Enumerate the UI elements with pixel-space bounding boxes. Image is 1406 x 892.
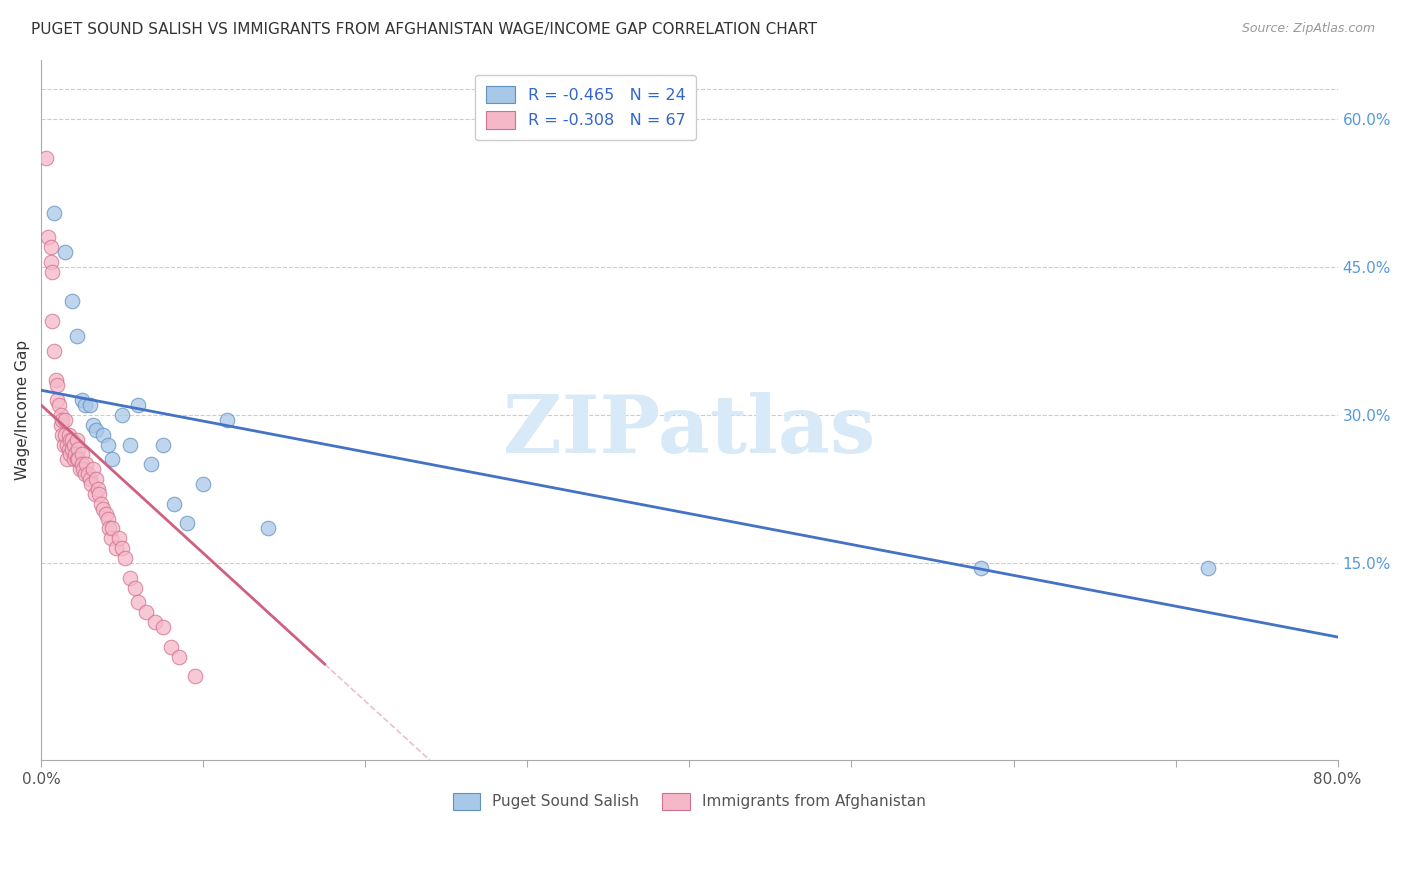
Point — [124, 581, 146, 595]
Point — [35, 151, 58, 165]
Point — [73, 467, 96, 482]
Point — [70, 457, 93, 471]
Point — [84, 472, 107, 486]
Point — [56, 437, 79, 451]
Point — [91, 427, 114, 442]
Point — [59, 433, 82, 447]
Text: Source: ZipAtlas.com: Source: ZipAtlas.com — [1241, 22, 1375, 36]
Point — [82, 462, 104, 476]
Point — [90, 497, 112, 511]
Point — [56, 452, 79, 467]
Point — [76, 457, 98, 471]
Point — [37, 230, 59, 244]
Point — [39, 255, 62, 269]
Point — [41, 314, 63, 328]
Point — [127, 398, 149, 412]
Point — [46, 378, 69, 392]
Point — [141, 457, 163, 471]
Point — [62, 437, 84, 451]
Point — [60, 442, 83, 457]
Point — [94, 507, 117, 521]
Point — [58, 427, 80, 442]
Point — [84, 423, 107, 437]
Point — [67, 442, 90, 457]
Point — [83, 487, 105, 501]
Point — [217, 413, 239, 427]
Point — [101, 521, 124, 535]
Point — [79, 472, 101, 486]
Point — [100, 531, 122, 545]
Point — [58, 442, 80, 457]
Point — [193, 477, 215, 491]
Point — [70, 447, 93, 461]
Point — [51, 427, 73, 442]
Point — [59, 447, 82, 461]
Point — [127, 595, 149, 609]
Point — [184, 669, 207, 683]
Point — [96, 437, 118, 451]
Point — [66, 329, 89, 343]
Point — [46, 393, 69, 408]
Point — [98, 521, 121, 535]
Text: PUGET SOUND SALISH VS IMMIGRANTS FROM AFGHANISTAN WAGE/INCOME GAP CORRELATION CH: PUGET SOUND SALISH VS IMMIGRANTS FROM AF… — [31, 22, 817, 37]
Point — [48, 398, 70, 412]
Point — [66, 452, 89, 467]
Point — [62, 452, 84, 467]
Point — [91, 501, 114, 516]
Point — [111, 408, 134, 422]
Point — [77, 467, 100, 482]
Point — [49, 417, 72, 432]
Point — [49, 408, 72, 422]
Legend: Puget Sound Salish, Immigrants from Afghanistan: Puget Sound Salish, Immigrants from Afgh… — [447, 787, 932, 816]
Point — [101, 452, 124, 467]
Point — [52, 437, 75, 451]
Point — [41, 265, 63, 279]
Point — [159, 640, 181, 654]
Point — [120, 437, 142, 451]
Point — [39, 240, 62, 254]
Point — [135, 605, 157, 619]
Point — [70, 393, 93, 408]
Point — [1197, 561, 1219, 575]
Point — [89, 487, 111, 501]
Point — [72, 462, 94, 476]
Point — [67, 452, 90, 467]
Point — [69, 462, 91, 476]
Point — [51, 413, 73, 427]
Text: ZIPatlas: ZIPatlas — [503, 392, 876, 470]
Point — [108, 531, 131, 545]
Point — [55, 245, 77, 260]
Point — [42, 205, 65, 219]
Point — [55, 427, 77, 442]
Point — [104, 541, 127, 556]
Point — [152, 620, 174, 634]
Point — [257, 521, 280, 535]
Point — [970, 561, 993, 575]
Point — [96, 511, 118, 525]
Y-axis label: Wage/Income Gap: Wage/Income Gap — [15, 340, 30, 480]
Point — [120, 571, 142, 585]
Point — [167, 649, 190, 664]
Point — [55, 413, 77, 427]
Point — [42, 343, 65, 358]
Point — [80, 477, 103, 491]
Point — [163, 497, 186, 511]
Point — [111, 541, 134, 556]
Point — [87, 482, 110, 496]
Point — [63, 447, 86, 461]
Point — [73, 398, 96, 412]
Point — [79, 398, 101, 412]
Point — [45, 373, 67, 387]
Point — [66, 433, 89, 447]
Point — [143, 615, 166, 630]
Point — [114, 551, 136, 566]
Point — [176, 516, 198, 531]
Point — [152, 437, 174, 451]
Point — [60, 294, 83, 309]
Point — [60, 433, 83, 447]
Point — [82, 417, 104, 432]
